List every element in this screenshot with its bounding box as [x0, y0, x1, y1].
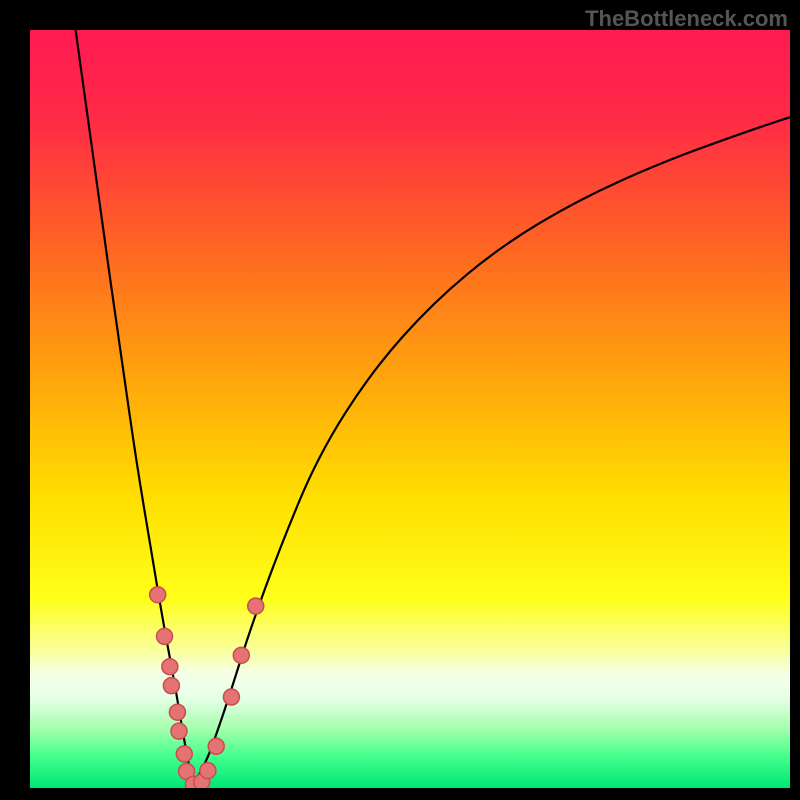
- marker-point: [171, 723, 187, 739]
- marker-point: [200, 763, 216, 779]
- marker-point: [169, 704, 185, 720]
- watermark-text: TheBottleneck.com: [585, 6, 788, 32]
- marker-point: [233, 647, 249, 663]
- marker-point: [176, 746, 192, 762]
- marker-point: [248, 598, 264, 614]
- marker-point: [162, 659, 178, 675]
- plot-area: [30, 30, 790, 788]
- chart-svg: [30, 30, 790, 788]
- marker-point: [208, 738, 224, 754]
- marker-point: [163, 678, 179, 694]
- marker-point: [157, 628, 173, 644]
- marker-point: [223, 689, 239, 705]
- marker-point: [150, 587, 166, 603]
- bottleneck-curve: [76, 30, 790, 784]
